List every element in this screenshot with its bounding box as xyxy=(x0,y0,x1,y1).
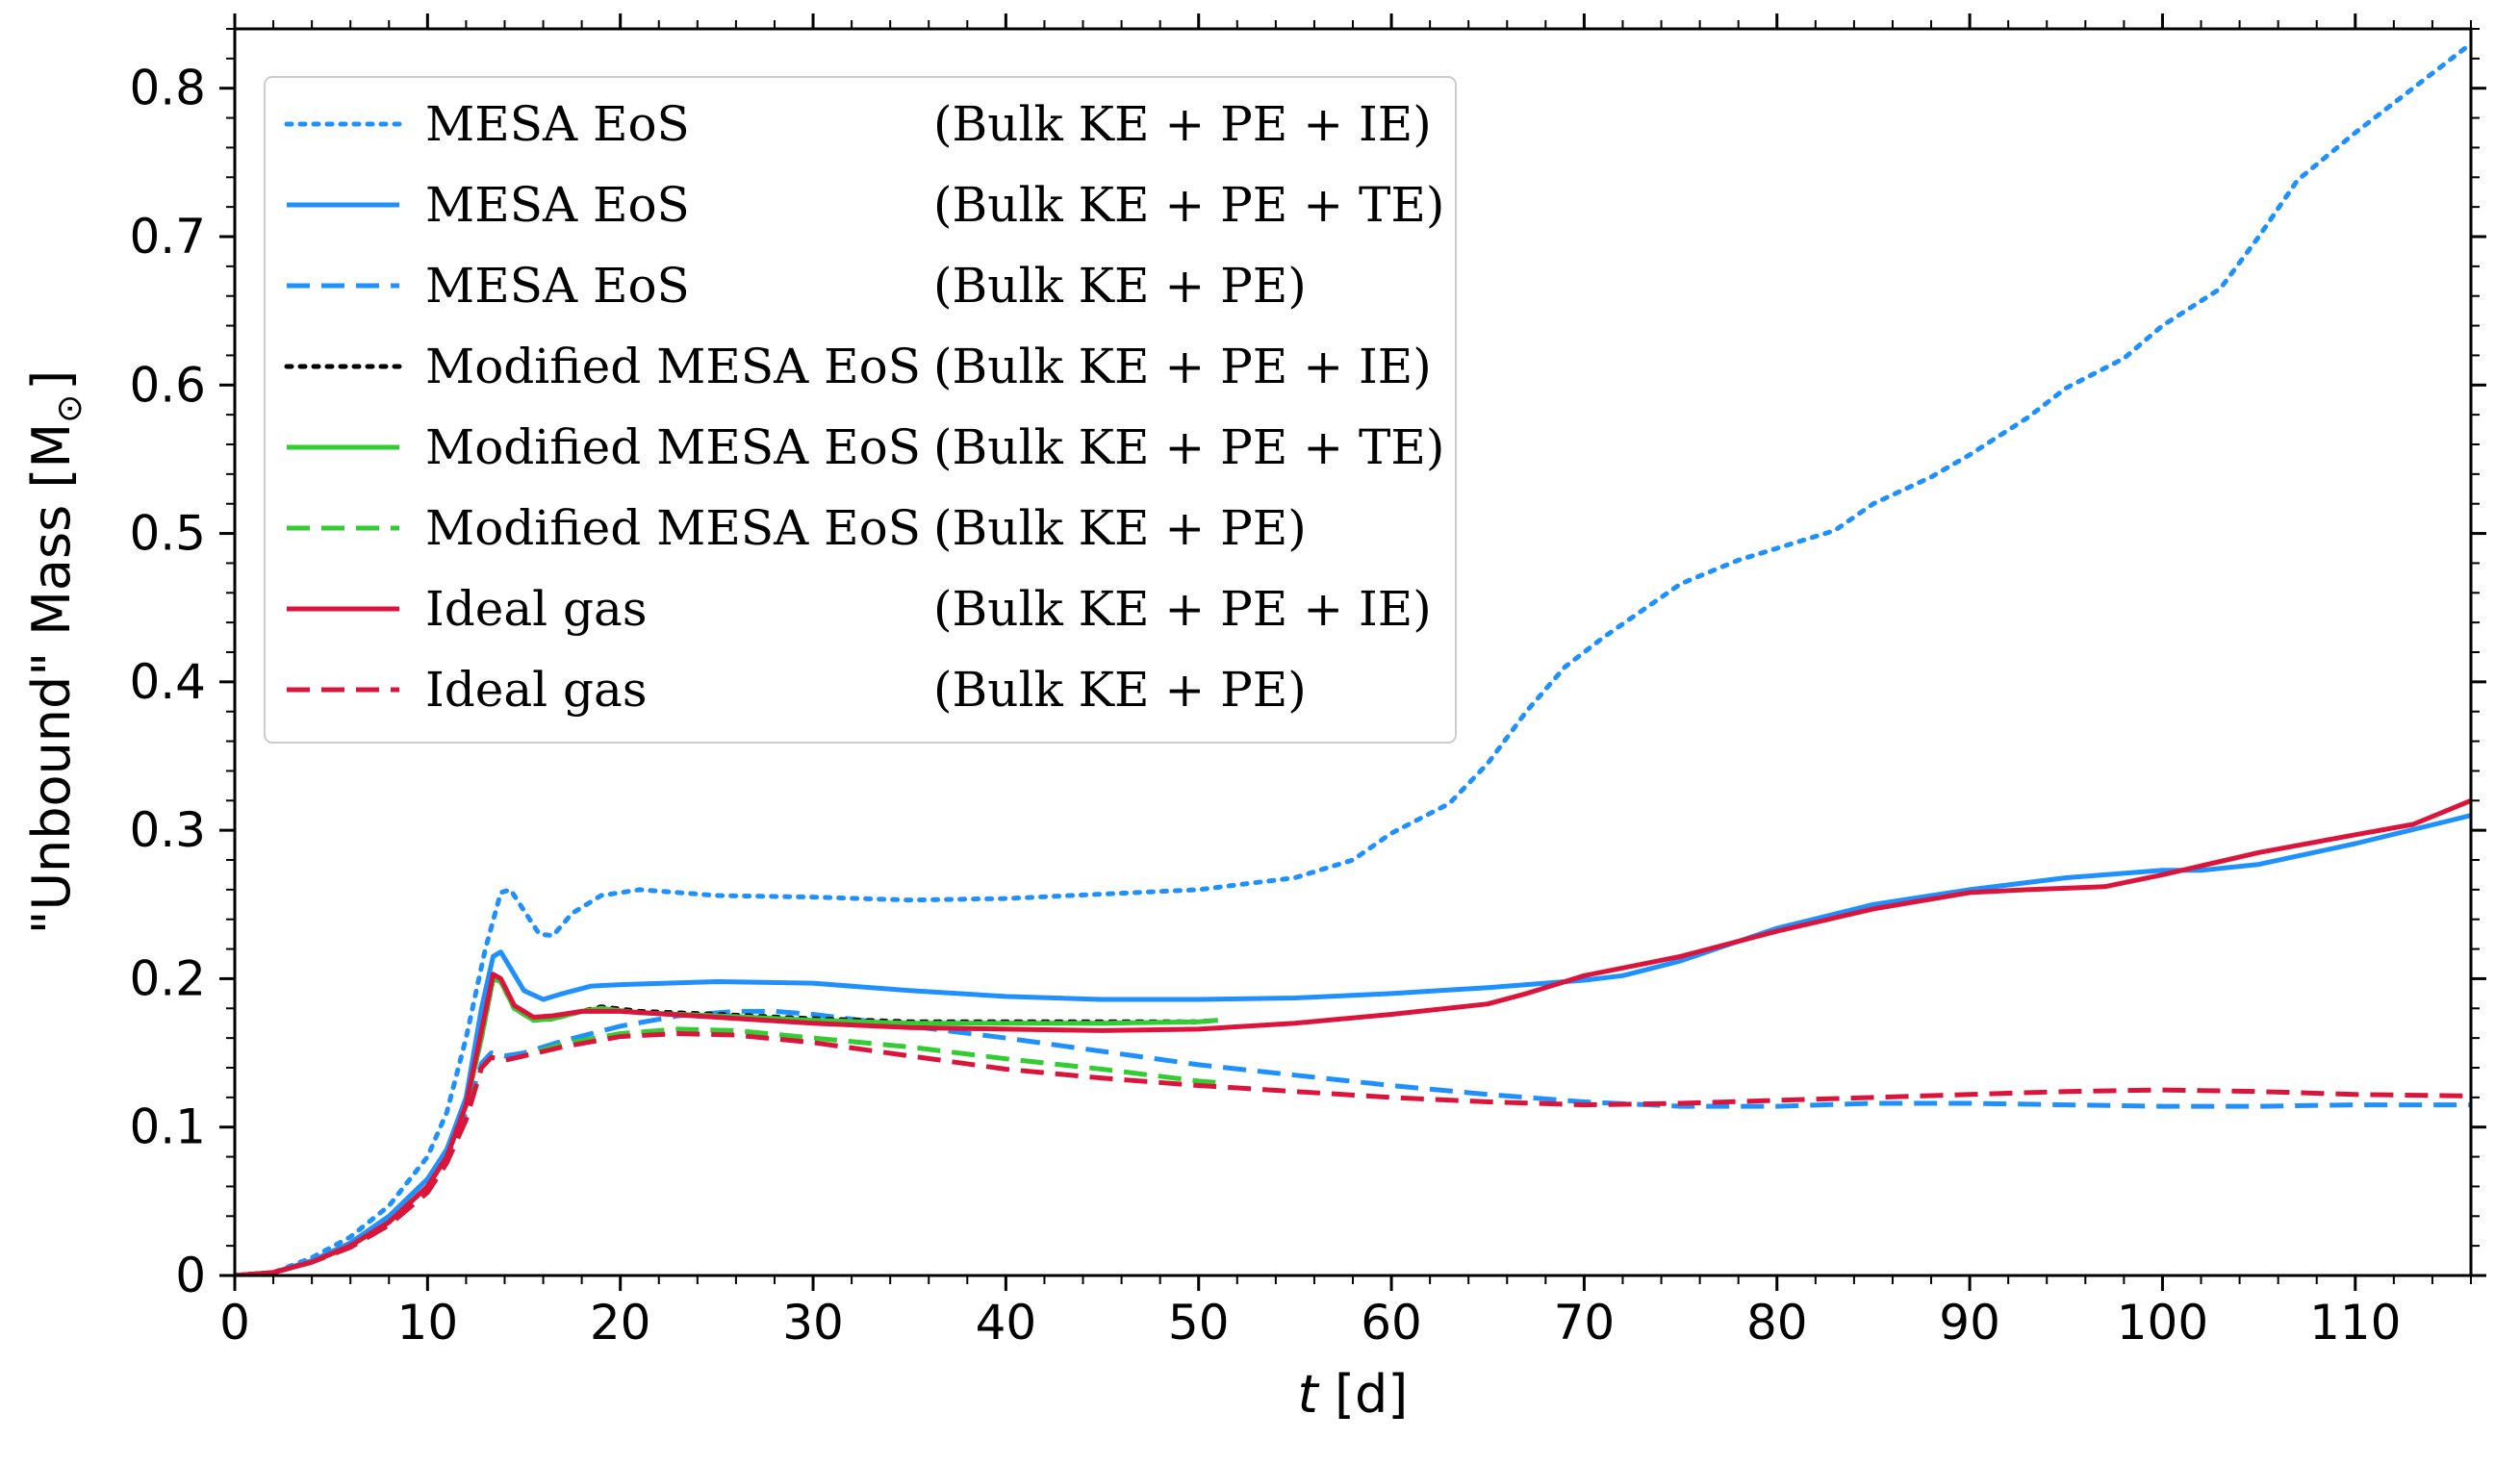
y-tick-label: 0 xyxy=(175,1248,206,1303)
legend-name-5: Modified MESA EoS xyxy=(425,419,921,475)
series-line-3 xyxy=(235,1008,2471,1276)
series-layer xyxy=(235,40,2471,1276)
x-axis-label: t [d] xyxy=(1298,1364,1409,1425)
legend-energy-6: (Bulk KE + PE) xyxy=(933,500,1307,556)
legend-name-8: Ideal gas xyxy=(425,662,648,718)
x-tick-label: 60 xyxy=(1361,1295,1422,1351)
x-tick-label: 10 xyxy=(397,1295,459,1351)
y-axis-label-close: ] xyxy=(21,370,82,391)
y-axis-label-sub: ⊙ xyxy=(50,394,89,423)
series-line-7 xyxy=(235,797,2471,1276)
x-tick-label: 80 xyxy=(1746,1295,1808,1351)
legend-energy-2: (Bulk KE + PE + TE) xyxy=(933,177,1444,233)
ticks-layer: 0 10 20 30 40 50 60 70 80 90 100 110 0 0.1 0.2 0.3 0.4 0.… xyxy=(129,13,2486,1351)
y-tick-label: 0.8 xyxy=(129,61,206,116)
legend-name-4: Modified MESA EoS xyxy=(425,339,921,394)
y-tick-label: 0.4 xyxy=(129,654,206,710)
x-tick-label: 100 xyxy=(2117,1295,2208,1351)
legend: MESA EoS (Bulk KE + PE + IE) MESA EoS (Bulk… xyxy=(264,76,1457,744)
y-tick-label: 0.3 xyxy=(129,802,206,858)
legend-name-2: MESA EoS xyxy=(425,177,690,233)
x-tick-label: 50 xyxy=(1168,1295,1230,1351)
x-tick-label: 20 xyxy=(590,1295,651,1351)
series-line-1 xyxy=(235,40,2471,1276)
x-tick-label: 30 xyxy=(782,1295,844,1351)
y-axis-label: "Unbound" Mass [M⊙] xyxy=(21,370,89,935)
series-line-8 xyxy=(235,1031,2471,1276)
legend-name-6: Modified MESA EoS xyxy=(425,500,921,556)
y-tick-label: 0.1 xyxy=(129,1099,206,1155)
legend-energy-1: (Bulk KE + PE + IE) xyxy=(933,96,1432,152)
x-tick-label: 90 xyxy=(1939,1295,2000,1351)
x-tick-label: 70 xyxy=(1554,1295,1616,1351)
legend-energy-3: (Bulk KE + PE) xyxy=(933,258,1307,314)
legend-name-1: MESA EoS xyxy=(425,96,690,152)
x-tick-label: 0 xyxy=(219,1295,250,1351)
series-line-6 xyxy=(235,1026,1218,1276)
x-tick-label: 40 xyxy=(976,1295,1037,1351)
legend-energy-8: (Bulk KE + PE) xyxy=(933,662,1307,718)
y-tick-label: 0.6 xyxy=(129,357,206,413)
x-axis-unit: [d] xyxy=(1318,1364,1409,1425)
legend-box xyxy=(264,76,1457,744)
legend-name-3: MESA EoS xyxy=(425,258,690,314)
x-axis-variable: t xyxy=(1298,1364,1320,1425)
legend-energy-5: (Bulk KE + PE + TE) xyxy=(933,419,1444,475)
legend-energy-7: (Bulk KE + PE + IE) xyxy=(933,581,1432,637)
y-axis-label-main: "Unbound" Mass [M xyxy=(21,423,82,934)
y-tick-label: 0.5 xyxy=(129,506,206,562)
legend-name-7: Ideal gas xyxy=(425,581,648,637)
series-line-2 xyxy=(235,813,2471,1276)
y-tick-label: 0.7 xyxy=(129,209,206,265)
x-tick-label: 110 xyxy=(2309,1295,2401,1351)
legend-energy-4: (Bulk KE + PE + IE) xyxy=(933,339,1432,394)
y-tick-label: 0.2 xyxy=(129,950,206,1006)
